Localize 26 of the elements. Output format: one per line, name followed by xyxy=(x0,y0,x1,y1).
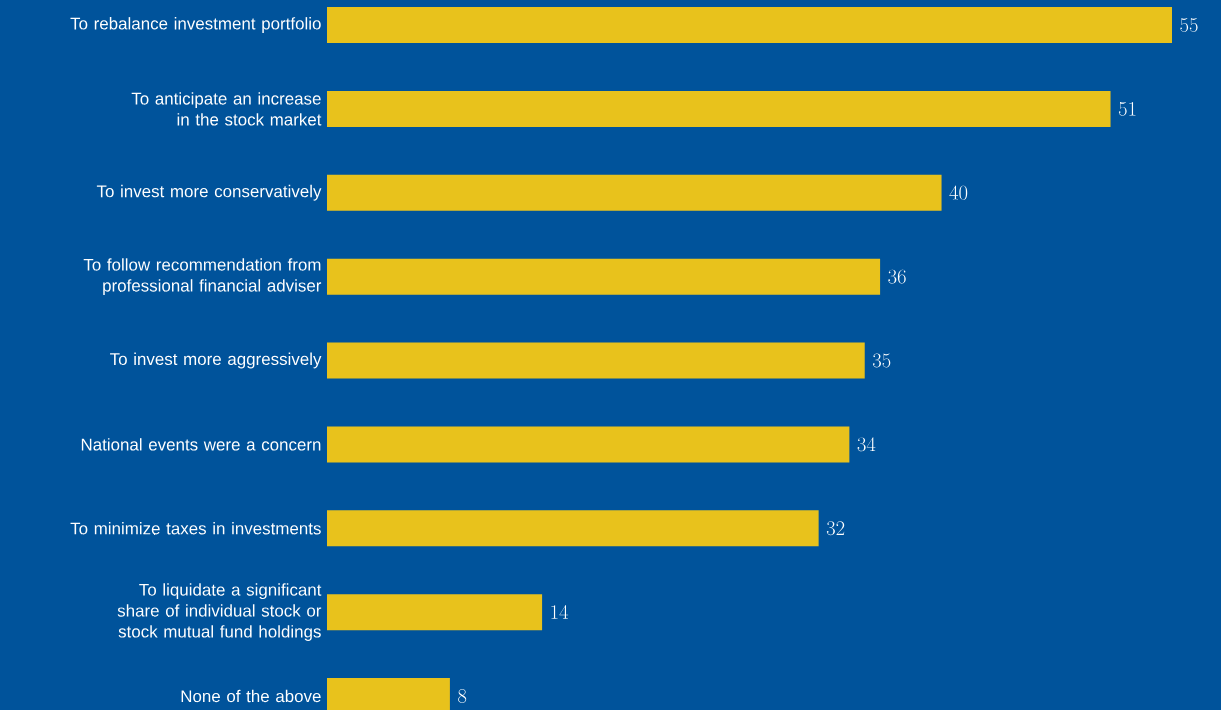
bar xyxy=(327,342,865,379)
y-tick-label: To rebalance investment portfolio xyxy=(70,17,321,33)
bar xyxy=(327,426,850,463)
bar xyxy=(327,258,881,295)
bar xyxy=(327,7,1172,43)
bar xyxy=(327,90,1111,127)
data-label: 14 xyxy=(551,604,569,619)
y-tick-label: To invest more conservatively xyxy=(96,184,322,201)
data-label: 32 xyxy=(826,521,845,536)
bar xyxy=(327,594,543,631)
y-tick-label: To follow recommendation from professional financial adviser xyxy=(83,258,322,295)
bar xyxy=(327,510,819,547)
y-tick-label: To invest more aggressively xyxy=(110,352,322,369)
y-tick-label: To anticipate an increase in the stock market xyxy=(131,92,322,126)
bar xyxy=(327,174,942,211)
y-tick-label: None of the above xyxy=(181,689,321,703)
data-label: 51 xyxy=(1118,101,1136,116)
data-label: 8 xyxy=(458,689,467,703)
data-label: 34 xyxy=(857,437,876,452)
y-tick-label: To liquidate a significant share of individual stock or stock mutual fund holdings xyxy=(117,583,322,641)
y-tick-label: To minimize taxes in investments xyxy=(70,522,321,535)
data-label: 36 xyxy=(888,269,906,284)
data-label: 40 xyxy=(949,185,968,200)
data-label: 55 xyxy=(1180,18,1198,32)
y-tick-label: National events were a concern xyxy=(81,438,321,451)
data-label: 35 xyxy=(872,353,891,368)
